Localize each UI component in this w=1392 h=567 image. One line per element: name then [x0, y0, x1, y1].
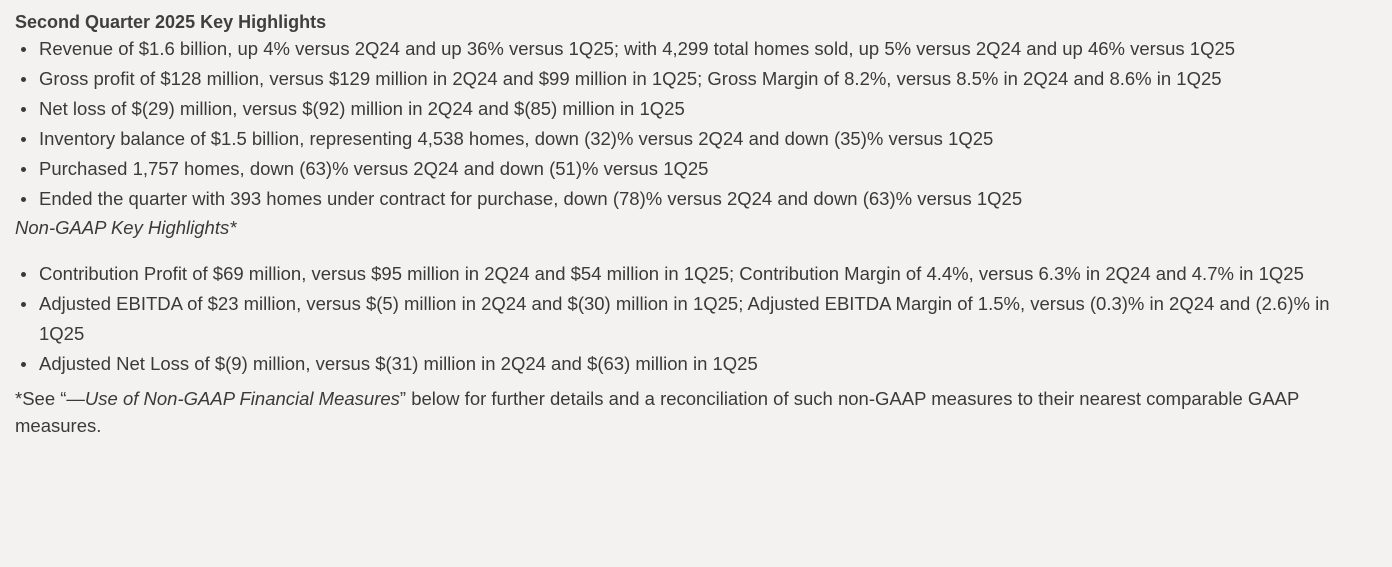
- non-gaap-subtitle: Non-GAAP Key Highlights*: [15, 217, 237, 238]
- list-item: Adjusted Net Loss of $(9) million, versu…: [15, 349, 1377, 379]
- list-item: Ended the quarter with 393 homes under c…: [15, 184, 1377, 214]
- footnote-reference: Use of Non-GAAP Financial Measures: [84, 388, 400, 409]
- footnote-suffix: ” below for further details and a reconc…: [15, 388, 1299, 436]
- list-item: Inventory balance of $1.5 billion, repre…: [15, 124, 1377, 154]
- list-item: Purchased 1,757 homes, down (63)% versus…: [15, 154, 1377, 184]
- gaap-highlights-list: Revenue of $1.6 billion, up 4% versus 2Q…: [15, 34, 1377, 214]
- footnote-prefix: *See “—: [15, 388, 85, 409]
- section-title: Second Quarter 2025 Key Highlights: [15, 12, 327, 32]
- list-item: Contribution Profit of $69 million, vers…: [15, 259, 1377, 289]
- list-item: Revenue of $1.6 billion, up 4% versus 2Q…: [15, 34, 1377, 64]
- list-item: Gross profit of $128 million, versus $12…: [15, 64, 1377, 94]
- list-item: Adjusted EBITDA of $23 million, versus $…: [15, 289, 1377, 349]
- non-gaap-highlights-list: Contribution Profit of $69 million, vers…: [15, 259, 1377, 379]
- footnote: *See “—Use of Non-GAAP Financial Measure…: [15, 385, 1377, 439]
- list-item: Net loss of $(29) million, versus $(92) …: [15, 94, 1377, 124]
